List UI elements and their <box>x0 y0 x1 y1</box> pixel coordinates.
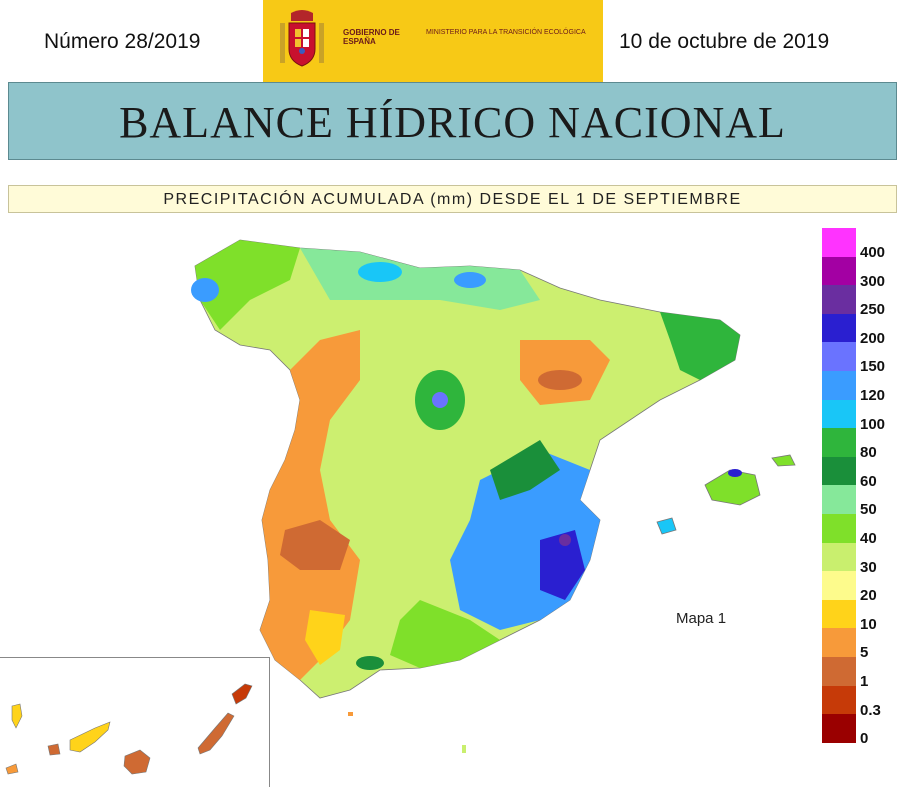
dry-region-southwest <box>305 610 345 665</box>
legend-swatch <box>822 342 856 371</box>
island-mallorca <box>704 469 761 506</box>
legend-swatch <box>822 657 856 686</box>
canary-islands-inset <box>0 657 270 787</box>
legend-label: 40 <box>860 530 877 547</box>
title-banner: BALANCE HÍDRICO NACIONAL <box>8 82 897 160</box>
legend-swatch <box>822 371 856 400</box>
wet-region-north <box>300 248 540 310</box>
legend-label: 0 <box>860 730 869 748</box>
island-lanzarote <box>231 683 253 705</box>
subtitle-banner: PRECIPITACIÓN ACUMULADA (mm) DESDE EL 1 … <box>8 185 897 213</box>
legend-swatch <box>822 714 856 743</box>
legend-label: 5 <box>860 644 869 662</box>
wet-region-catalonia <box>660 312 740 380</box>
legend-swatch <box>822 571 856 600</box>
very-dry-spot-ebro <box>538 370 582 390</box>
canary-islands-map <box>5 683 253 775</box>
island-gran-canaria <box>123 749 151 775</box>
issue-number: Número 28/2019 <box>44 30 201 53</box>
header: Número 28/2019 GOBIERNO DE ESPAÑA MINIST… <box>0 0 906 82</box>
island-tenerife <box>69 721 111 753</box>
legend-swatch <box>822 628 856 657</box>
wet-spot-center-core <box>432 392 448 408</box>
legend-swatch <box>822 514 856 543</box>
island-ibiza <box>656 517 677 535</box>
government-text: GOBIERNO DE ESPAÑA <box>343 28 400 46</box>
legend-label: 10 <box>860 615 877 633</box>
island-la-palma <box>11 703 23 729</box>
legend-swatch <box>822 399 856 429</box>
legend-swatch <box>822 599 856 629</box>
legend-label: 150 <box>860 358 886 376</box>
island-dot <box>348 712 353 716</box>
map-subtitle: PRECIPITACIÓN ACUMULADA (mm) DESDE EL 1 … <box>163 191 742 208</box>
legend-label: 300 <box>860 272 886 290</box>
wet-spot-cantabria <box>358 262 402 282</box>
legend-label: 50 <box>860 501 877 519</box>
legend-label: 400 <box>860 244 886 261</box>
wet-region-northwest <box>195 240 300 330</box>
green-region-south <box>390 600 500 668</box>
precipitation-map <box>191 239 796 753</box>
wet-spot-basque <box>454 272 486 288</box>
map-label: Mapa 1 <box>676 610 727 627</box>
legend-swatch <box>822 428 856 457</box>
legend-swatch <box>822 456 856 486</box>
coat-of-arms-icon <box>280 10 324 67</box>
wet-spot-mallorca <box>728 469 742 477</box>
legend-label: 60 <box>860 472 877 490</box>
page-title: BALANCE HÍDRICO NACIONAL <box>119 98 786 147</box>
island-dot <box>462 745 466 753</box>
island-el-hierro <box>5 763 19 775</box>
legend-label: 80 <box>860 444 877 462</box>
legend-swatch <box>822 485 856 514</box>
legend-swatch <box>822 313 856 343</box>
very-dry-region <box>280 520 350 570</box>
wet-region-east-green <box>490 440 560 500</box>
wet-spot-galicia <box>191 278 219 302</box>
legend-swatch <box>822 685 856 715</box>
legend-swatch <box>822 285 856 314</box>
ministry-text: MINISTERIO PARA LA TRANSICIÓN ECOLÓGICA <box>426 29 586 36</box>
legend-label: 100 <box>860 415 886 433</box>
dry-region-west <box>260 330 360 680</box>
legend-swatch <box>822 256 856 286</box>
legend-label: 200 <box>860 329 886 347</box>
legend-swatch <box>822 228 856 257</box>
legend-label: 20 <box>860 587 877 605</box>
legend-label: 120 <box>860 387 886 404</box>
island-fuerteventura <box>197 712 235 755</box>
island-menorca <box>771 454 796 467</box>
wet-spot-south <box>356 656 384 670</box>
very-wet-region-valencia <box>540 530 585 600</box>
legend-label: 30 <box>860 558 877 576</box>
publication-date: 10 de octubre de 2019 <box>619 30 830 53</box>
government-logo: GOBIERNO DE ESPAÑA MINISTERIO PARA LA TR… <box>263 0 603 82</box>
very-wet-spot-valencia <box>559 534 571 546</box>
legend-label: 1 <box>860 673 869 690</box>
legend-label: 250 <box>860 301 886 319</box>
legend-label: 0.3 <box>860 701 881 719</box>
island-la-gomera <box>47 743 61 756</box>
legend-swatch <box>822 542 856 572</box>
